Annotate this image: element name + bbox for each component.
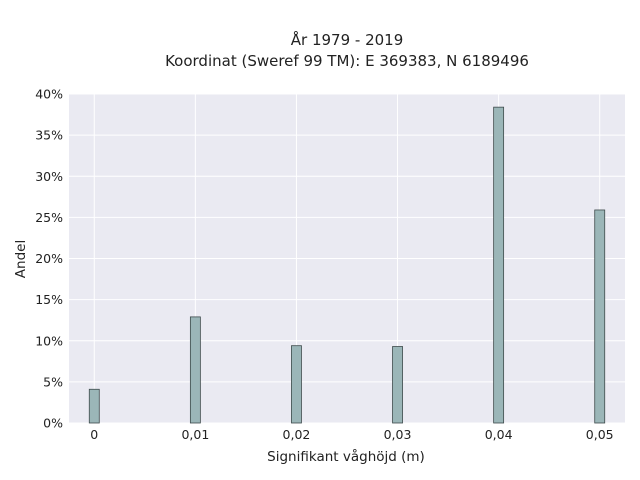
bar-2: [291, 345, 302, 424]
x-tick-labels: 0 0,01 0,02 0,03 0,04 0,05: [90, 427, 613, 442]
x-tick-label-0: 0: [90, 427, 98, 442]
y-tick-label-7: 35%: [35, 128, 63, 143]
x-tick-label-2: 0,02: [283, 427, 311, 442]
chart-title: År 1979 - 2019: [291, 30, 404, 49]
bar-5: [594, 209, 606, 424]
y-tick-label-4: 20%: [35, 251, 63, 266]
y-tick-label-2: 10%: [35, 333, 63, 348]
bar-0: [88, 388, 100, 424]
chart-subtitle: Koordinat (Sweref 99 TM): E 369383, N 61…: [165, 52, 529, 70]
y-tick-label-1: 5%: [43, 374, 63, 389]
bar-1: [189, 316, 201, 424]
y-gridlines: [69, 93, 625, 424]
y-axis-label: Andel: [13, 240, 29, 278]
x-tick-label-1: 0,01: [181, 427, 209, 442]
y-tick-label-3: 15%: [35, 292, 63, 307]
y-tick-label-6: 30%: [35, 169, 63, 184]
bars: [88, 106, 606, 424]
bar-4: [493, 106, 505, 424]
y-tick-label-5: 25%: [35, 210, 63, 225]
x-tick-label-4: 0,04: [485, 427, 513, 442]
bar-3: [392, 346, 403, 424]
y-tick-labels: 0% 5% 10% 15% 20% 25% 30% 35% 40%: [35, 87, 63, 431]
x-axis-label: Signifikant våghöjd (m): [267, 448, 425, 465]
y-tick-label-8: 40%: [35, 87, 63, 102]
x-tick-label-5: 0,05: [586, 427, 614, 442]
x-tick-label-3: 0,03: [384, 427, 412, 442]
y-tick-label-0: 0%: [43, 416, 63, 431]
